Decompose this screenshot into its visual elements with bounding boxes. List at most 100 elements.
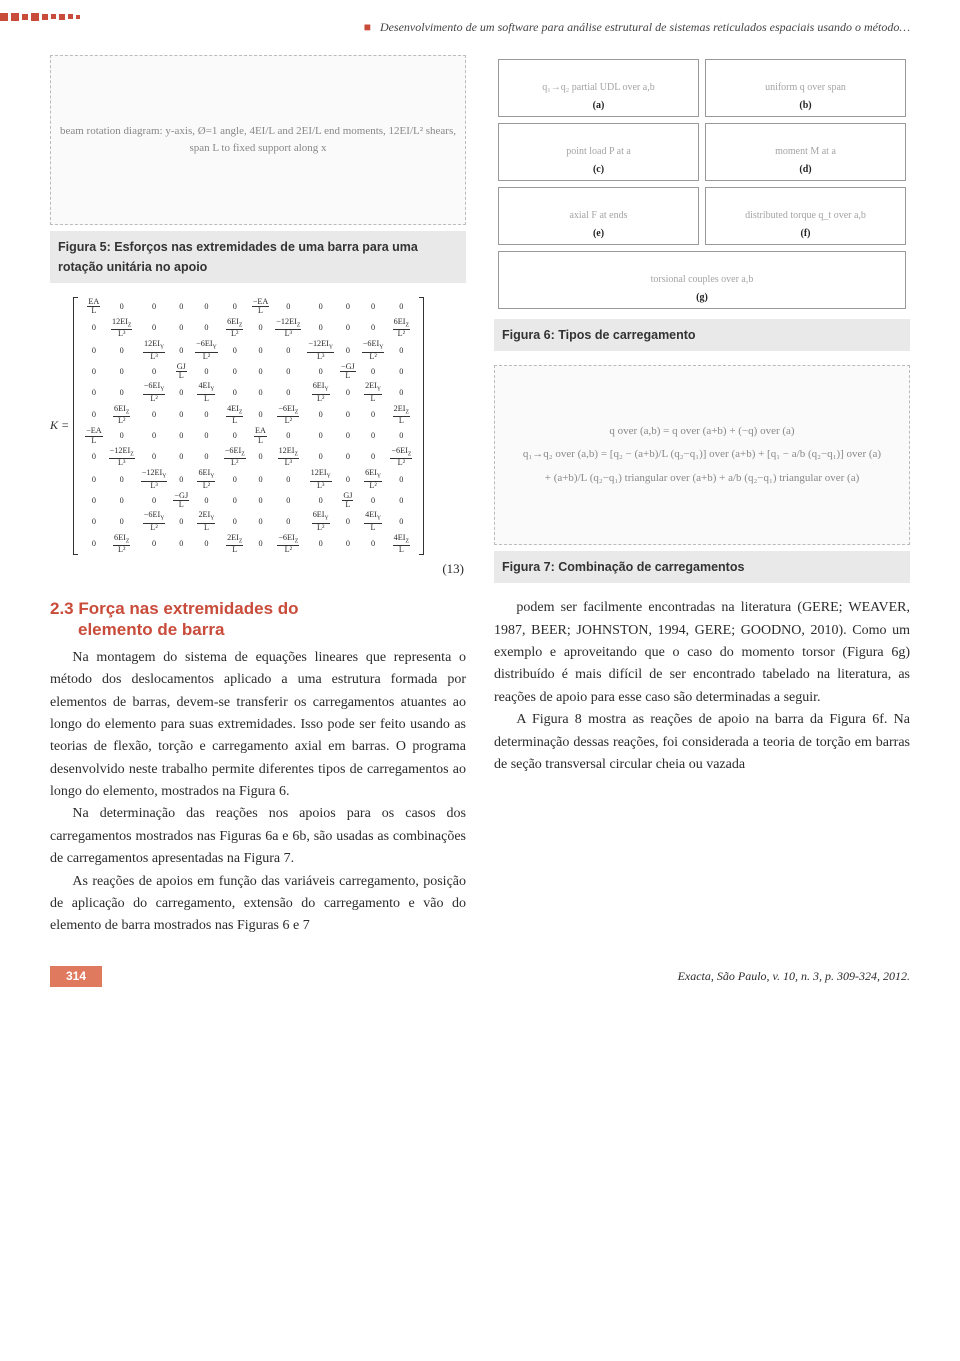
matrix-cell: 0 [249,317,273,340]
matrix-cell: −12EIZL³ [106,446,138,469]
para-1: Na montagem do sistema de equações linea… [50,647,466,804]
matrix-cell: 0 [221,339,249,362]
matrix-cell: 0 [106,426,138,445]
matrix-cell: 0 [272,468,304,491]
matrix-cell: 0 [82,510,106,533]
matrix-cell: 6EIYL² [304,510,337,533]
matrix-cell: 0 [106,362,138,381]
matrix-cell: 0 [106,491,138,510]
matrix-cell: 12EIYL³ [138,339,171,362]
matrix-cell: −GJL [337,362,359,381]
matrix-cell: 0 [272,297,304,316]
matrix-cell: 0 [359,533,388,556]
matrix-cell: 4EIZL [221,404,249,427]
matrix-cell: 0 [337,404,359,427]
matrix-cell: −6EIYL² [359,339,388,362]
running-head-text: Desenvolvimento de um software para anál… [380,20,910,34]
para-2: Na determinação das reações nos apoios p… [50,803,466,870]
matrix-cell: −GJL [170,491,192,510]
matrix-cell: 0 [359,491,388,510]
matrix-cell: 2EIYL [359,381,388,404]
matrix-cell: −12EIZL³ [272,317,304,340]
matrix-cell: 2EIZL [387,404,415,427]
matrix-cell: 4EIZL [387,533,415,556]
right-column: q₁→q₂ partial UDL over a,b(a)uniform q o… [494,55,910,938]
matrix-cell: 0 [304,491,337,510]
matrix-cell: 0 [249,446,273,469]
matrix-cell: 0 [304,533,337,556]
matrix-cell: 0 [337,533,359,556]
matrix-cell: 2EIYL [192,510,221,533]
matrix-cell: 0 [82,446,106,469]
matrix-cell: 0 [337,510,359,533]
matrix-cell: 0 [82,362,106,381]
matrix-cell: 0 [337,339,359,362]
matrix-cell: 6EIZL² [387,317,415,340]
matrix-cell: 0 [138,491,171,510]
matrix-cell: 0 [106,381,138,404]
matrix-cell: 0 [337,381,359,404]
matrix-cell: 6EIYL² [359,468,388,491]
matrix-cell: 0 [192,426,221,445]
matrix-cell: 12EIZL³ [272,446,304,469]
matrix-cell: 0 [272,381,304,404]
matrix-cell: 4EIYL [359,510,388,533]
matrix-cell: 0 [221,362,249,381]
matrix-cell: 0 [82,533,106,556]
matrix-cell: 0 [106,510,138,533]
equation-number: (13) [50,559,464,580]
matrix-cell: 0 [272,426,304,445]
matrix-cell: −EAL [249,297,273,316]
matrix-cell: 0 [359,317,388,340]
load-case-cell: q₁→q₂ partial UDL over a,b(a) [498,59,699,117]
matrix-cell: 0 [387,297,415,316]
load-case-cell: distributed torque q_t over a,b(f) [705,187,906,245]
figure7-line2: q₁→q₂ over (a,b) = [q₂ − (a+b)/L (q₂−q₁)… [523,446,881,464]
matrix-cell: 6EIZL² [106,533,138,556]
figure7-caption: Figura 7: Combinação de carregamentos [494,551,910,583]
right-bracket [419,297,424,555]
matrix-cell: 0 [359,426,388,445]
matrix-cell: 0 [138,533,171,556]
matrix-cell: 0 [249,491,273,510]
matrix-cell: 0 [82,491,106,510]
matrix-cell: 0 [337,317,359,340]
matrix-cell: EAL [249,426,273,445]
matrix-cell: 0 [387,510,415,533]
matrix-cell: 0 [304,317,337,340]
matrix-cell: 0 [337,446,359,469]
matrix-cell: 6EIZL² [106,404,138,427]
page-number: 314 [50,966,102,987]
figure6-panel: q₁→q₂ partial UDL over a,b(a)uniform q o… [494,55,910,351]
matrix-cell: 0 [170,426,192,445]
figure6-caption: Figura 6: Tipos de carregamento [494,319,910,351]
matrix-cell: 0 [192,362,221,381]
stiffness-matrix: K = EAL00000−EAL00000012EIZL³0006EIZL²0−… [50,297,466,555]
matrix-cell: 0 [82,339,106,362]
section-title-line1: Força nas extremidades do [78,599,298,618]
matrix-cell: 0 [106,339,138,362]
matrix-cell: 0 [221,426,249,445]
matrix-cell: 0 [170,510,192,533]
matrix-cell: 0 [192,317,221,340]
matrix-cell: 0 [82,317,106,340]
matrix-cell: 0 [192,446,221,469]
matrix-cell: −12EIYL³ [304,339,337,362]
figure7-line3: + (a+b)/L (q₂−q₁) triangular over (a+b) … [545,470,860,488]
matrix-cell: 0 [170,317,192,340]
load-case-cell: uniform q over span(b) [705,59,906,117]
matrix-cell: 0 [249,339,273,362]
matrix-cell: 6EIYL² [192,468,221,491]
matrix-cell: 0 [272,510,304,533]
matrix-cell: 0 [82,381,106,404]
left-column: beam rotation diagram: y-axis, Ø=1 angle… [50,55,466,938]
matrix-cell: 0 [359,446,388,469]
load-case-cell: axial F at ends(e) [498,187,699,245]
matrix-cell: 0 [272,362,304,381]
matrix-cell: 0 [170,533,192,556]
matrix-cell: 0 [249,362,273,381]
matrix-cell: 0 [337,297,359,316]
header-ornament [0,6,180,26]
left-bracket [73,297,78,555]
matrix-cell: 0 [138,404,171,427]
